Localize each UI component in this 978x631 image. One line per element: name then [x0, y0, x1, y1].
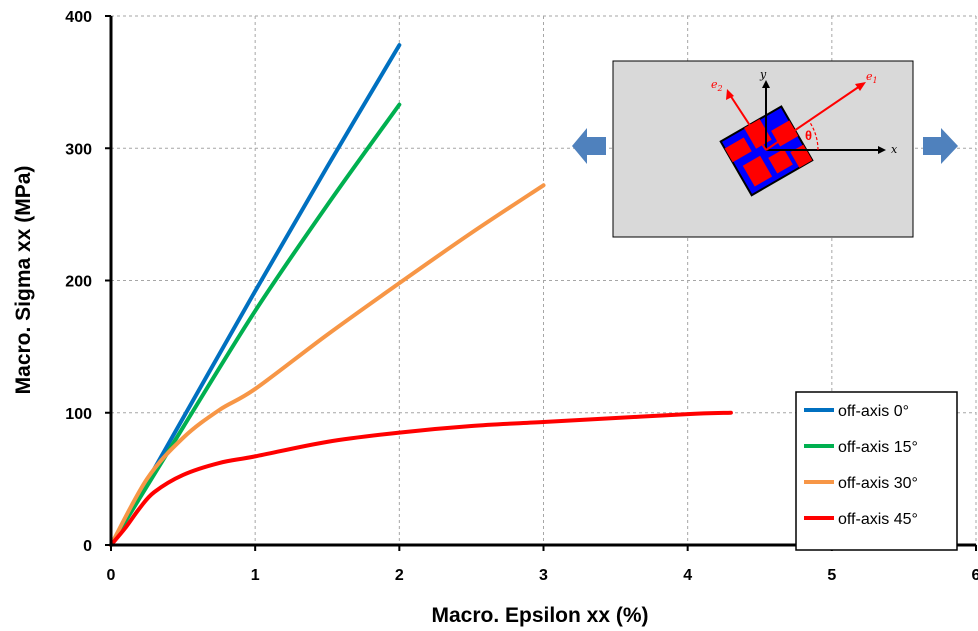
theta-arc: [808, 120, 819, 151]
y-tick-label: 400: [65, 9, 92, 26]
series-group: [109, 43, 733, 547]
y-tick-label: 300: [65, 141, 92, 158]
e2-label: e2: [711, 78, 723, 93]
right-load-arrow: [923, 128, 958, 164]
x-tick-label: 5: [827, 567, 836, 584]
x-axis-title: Macro. Epsilon xx (%): [431, 604, 648, 627]
inset-y-arrowhead: [762, 80, 770, 88]
legend-label-3: off-axis 45°: [838, 511, 918, 528]
e1-arrowhead: [855, 82, 866, 91]
legend: off-axis 0° off-axis 15° off-axis 30° off-a…: [795, 391, 958, 551]
legend-label-2: off-axis 30°: [838, 475, 918, 492]
inset-x-arrowhead: [878, 146, 886, 154]
y-tick-label: 100: [65, 406, 92, 423]
tick-labels: 0 1 2 3 4 5 6 0 100 200 300 400: [65, 9, 978, 584]
inset-y-label: y: [759, 68, 767, 81]
theta-label: θ: [805, 128, 812, 143]
legend-box: [795, 391, 958, 551]
legend-label-1: off-axis 15°: [838, 439, 918, 456]
x-tick-label: 4: [683, 567, 692, 584]
y-tick-label: 200: [65, 274, 92, 291]
legend-label-0: off-axis 0°: [838, 403, 909, 420]
series-line-2: [109, 183, 546, 547]
e1-label: e1: [866, 70, 878, 85]
x-tick-label: 1: [251, 567, 260, 584]
series-line-3: [109, 410, 733, 547]
series-line-1: [109, 102, 402, 547]
x-tick-label: 6: [972, 567, 978, 584]
e2-arrowhead: [726, 89, 734, 100]
coordinate-axes: [726, 80, 886, 154]
inset-x-label: x: [891, 143, 898, 156]
inset-diagram: y x e1 e2 θ: [572, 60, 958, 238]
x-tick-label: 3: [539, 567, 548, 584]
y-axis-title: Macro. Sigma xx (MPa): [12, 166, 35, 395]
left-load-arrow: [572, 128, 606, 164]
x-tick-label: 2: [395, 567, 404, 584]
y-tick-label: 0: [83, 538, 92, 555]
e1-vector: [765, 85, 861, 151]
e2-vector: [729, 94, 767, 151]
x-tick-label: 0: [107, 567, 116, 584]
